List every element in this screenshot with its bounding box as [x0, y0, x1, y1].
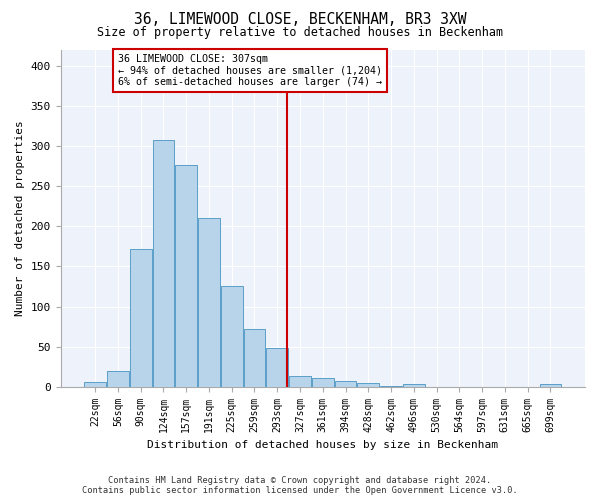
Bar: [289, 376, 311, 386]
Bar: [403, 384, 425, 386]
Bar: [130, 249, 152, 386]
Bar: [85, 382, 106, 386]
Bar: [335, 381, 356, 386]
Text: Size of property relative to detached houses in Beckenham: Size of property relative to detached ho…: [97, 26, 503, 39]
Bar: [358, 384, 379, 386]
Bar: [198, 218, 220, 386]
Bar: [221, 286, 242, 386]
Bar: [539, 384, 561, 386]
Text: Contains HM Land Registry data © Crown copyright and database right 2024.
Contai: Contains HM Land Registry data © Crown c…: [82, 476, 518, 495]
Bar: [312, 378, 334, 386]
X-axis label: Distribution of detached houses by size in Beckenham: Distribution of detached houses by size …: [147, 440, 498, 450]
Bar: [175, 164, 197, 386]
Text: 36, LIMEWOOD CLOSE, BECKENHAM, BR3 3XW: 36, LIMEWOOD CLOSE, BECKENHAM, BR3 3XW: [134, 12, 466, 28]
Bar: [244, 329, 265, 386]
Bar: [266, 348, 288, 387]
Bar: [107, 370, 129, 386]
Bar: [152, 140, 174, 386]
Y-axis label: Number of detached properties: Number of detached properties: [15, 120, 25, 316]
Text: 36 LIMEWOOD CLOSE: 307sqm
← 94% of detached houses are smaller (1,204)
6% of sem: 36 LIMEWOOD CLOSE: 307sqm ← 94% of detac…: [118, 54, 382, 87]
